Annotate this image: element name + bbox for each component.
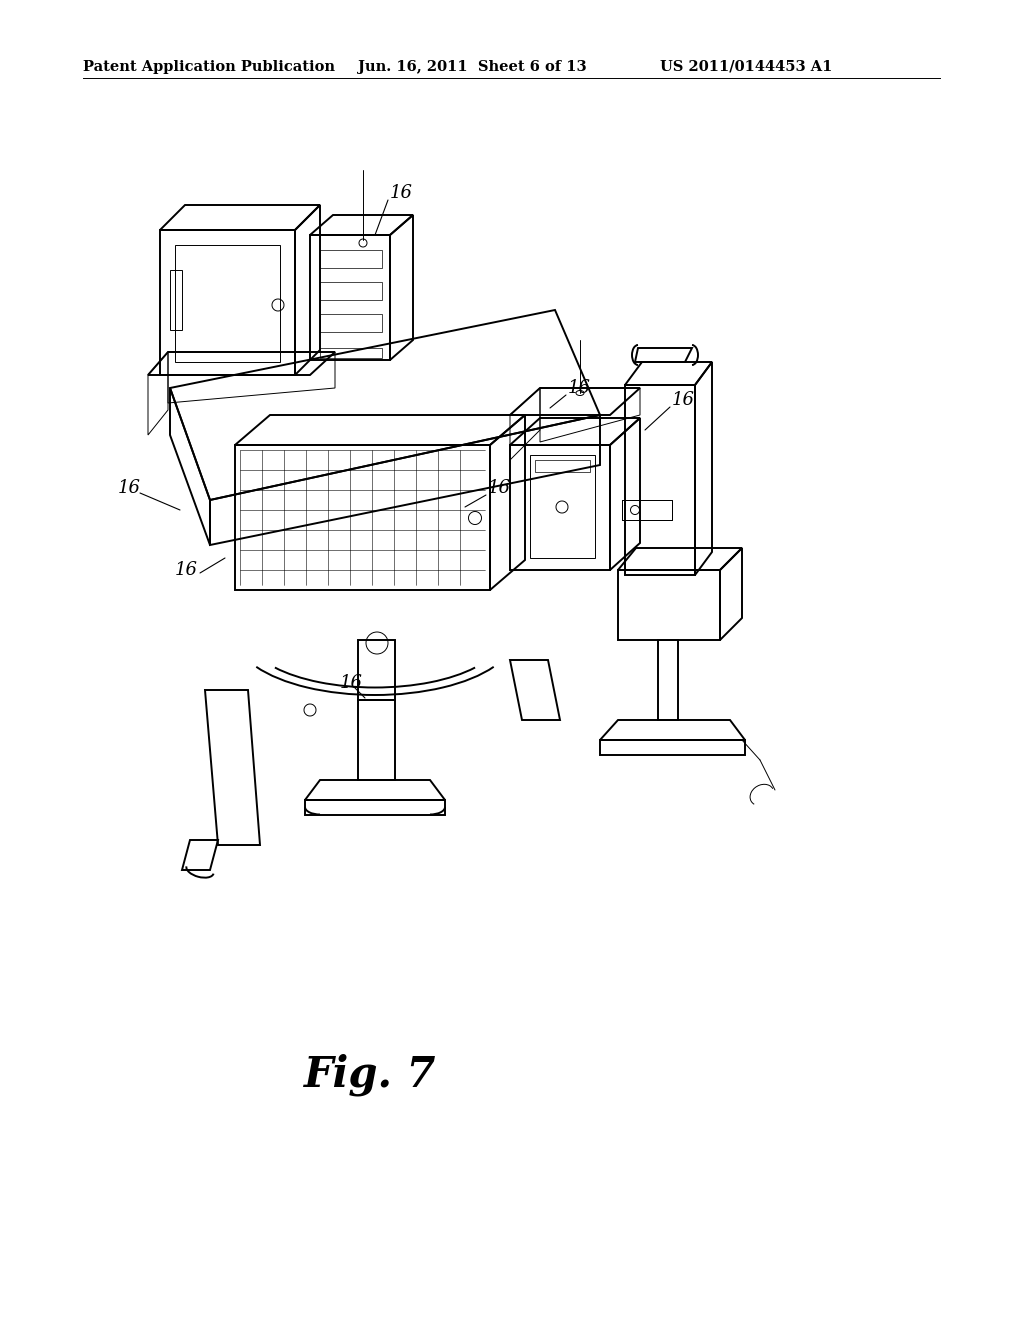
Text: Fig. 7: Fig. 7 <box>304 1053 436 1096</box>
Text: 16: 16 <box>175 561 198 579</box>
Text: US 2011/0144453 A1: US 2011/0144453 A1 <box>660 59 833 74</box>
Text: 16: 16 <box>488 479 511 498</box>
Text: Patent Application Publication: Patent Application Publication <box>83 59 335 74</box>
Text: Jun. 16, 2011  Sheet 6 of 13: Jun. 16, 2011 Sheet 6 of 13 <box>358 59 587 74</box>
Text: 16: 16 <box>568 379 591 397</box>
Text: 16: 16 <box>672 391 695 409</box>
Text: 16: 16 <box>390 183 413 202</box>
Text: 16: 16 <box>340 675 362 692</box>
Text: 16: 16 <box>118 479 141 498</box>
